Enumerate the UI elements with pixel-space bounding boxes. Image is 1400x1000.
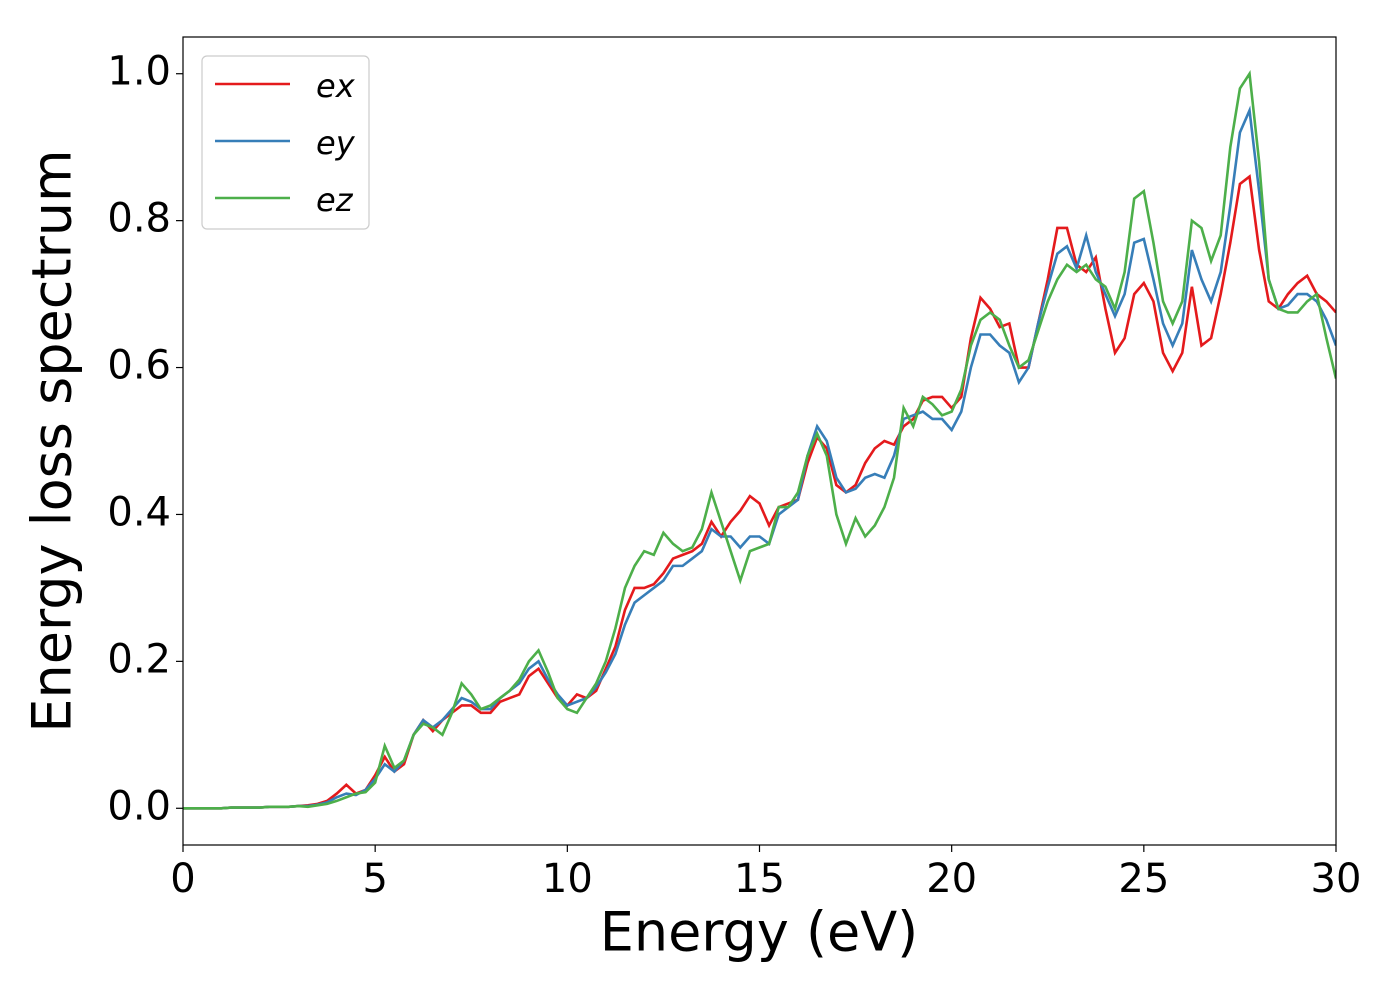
x-tick-label: 0 [170, 856, 195, 902]
x-tick-label: 25 [1118, 856, 1169, 902]
legend-label: ex [316, 67, 356, 105]
legend-box [201, 55, 370, 230]
y-tick-label: 0.6 [107, 343, 171, 389]
y-tick-label: 1.0 [107, 49, 171, 95]
series-line [183, 69, 1336, 810]
y-tick-label: 0.4 [107, 489, 171, 535]
series-line [183, 174, 1336, 810]
y-tick-label: 0.2 [107, 636, 171, 682]
plot-frame [182, 36, 1337, 846]
legend-label: ey [316, 124, 356, 162]
x-tick-label: 20 [926, 856, 977, 902]
x-tick-label: 15 [734, 856, 785, 902]
x-tick-label: 30 [1311, 856, 1362, 902]
x-axis-label: Energy (eV) [600, 901, 919, 964]
y-tick-label: 0.8 [107, 196, 171, 242]
x-tick-label: 10 [542, 856, 593, 902]
y-tick-label: 0.0 [107, 783, 171, 829]
y-axis-label: Energy loss spectrum [21, 149, 84, 732]
legend-label: ez [316, 181, 354, 219]
x-tick-label: 5 [362, 856, 387, 902]
